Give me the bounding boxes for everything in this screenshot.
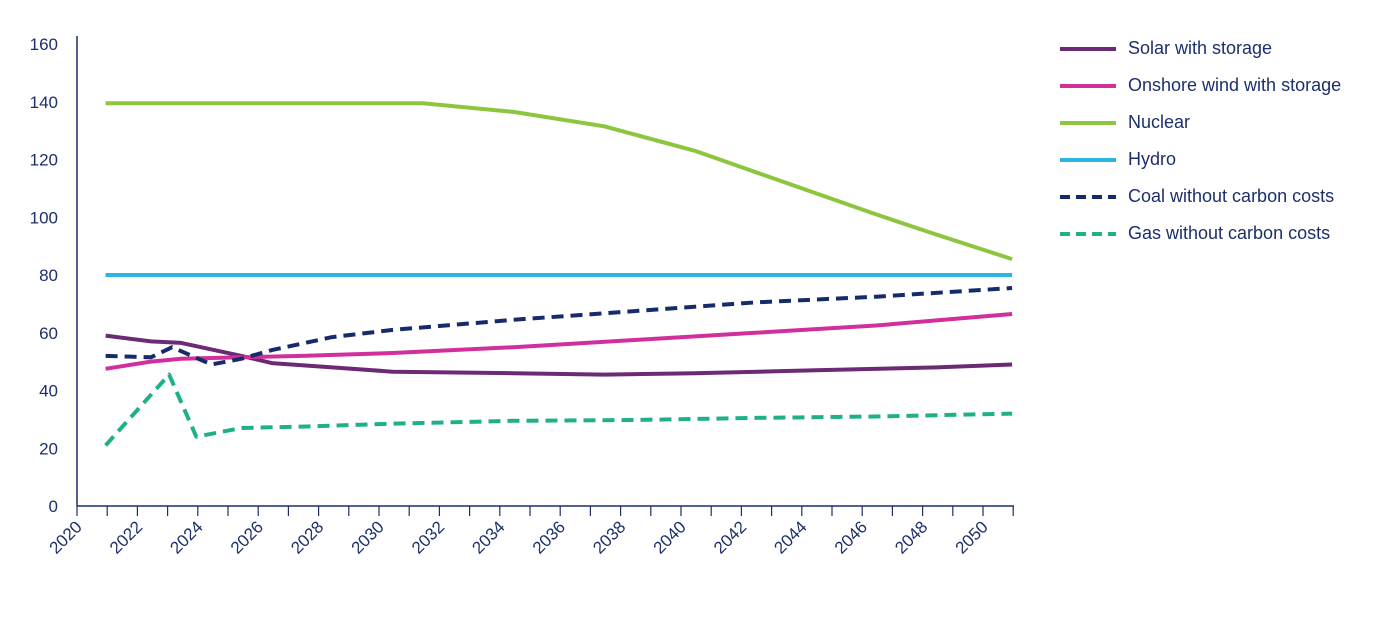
legend-swatch bbox=[1060, 46, 1116, 51]
y-tick-label: 140 bbox=[30, 93, 58, 112]
legend-label: Nuclear bbox=[1128, 112, 1191, 132]
y-tick-label: 100 bbox=[30, 208, 58, 227]
x-tick-label: 2042 bbox=[710, 517, 750, 557]
x-tick-label: 2048 bbox=[891, 517, 931, 557]
x-tick-label: 2030 bbox=[348, 517, 388, 557]
x-tick-label: 2036 bbox=[529, 517, 569, 557]
legend-swatch bbox=[1060, 157, 1116, 162]
legend-swatch bbox=[1060, 231, 1116, 236]
legend-label: Coal without carbon costs bbox=[1128, 186, 1335, 206]
x-tick-label: 2032 bbox=[408, 517, 448, 557]
x-tick-label: 2046 bbox=[831, 517, 871, 557]
y-tick-label: 60 bbox=[39, 324, 58, 343]
x-tick-label: 2044 bbox=[770, 517, 810, 557]
legend-item: Coal without carbon costs bbox=[1060, 178, 1395, 215]
y-tick-label: 120 bbox=[30, 151, 58, 170]
legend-item: Nuclear bbox=[1060, 104, 1395, 141]
series-line-3 bbox=[105, 101, 1013, 262]
x-tick-label: 2028 bbox=[287, 517, 327, 557]
legend-item: Solar with storage bbox=[1060, 30, 1395, 67]
x-tick-label: 2038 bbox=[589, 517, 629, 557]
x-tick-label: 2034 bbox=[468, 517, 508, 557]
y-tick-label: 80 bbox=[39, 266, 58, 285]
x-tick-label: 2026 bbox=[227, 517, 267, 557]
legend-label: Onshore wind with storage bbox=[1128, 75, 1342, 95]
legend-swatch bbox=[1060, 83, 1116, 88]
y-tick-label: 20 bbox=[39, 439, 58, 458]
x-tick-label: 2024 bbox=[166, 517, 206, 557]
legend-swatch bbox=[1060, 120, 1116, 125]
legend-item: Onshore wind with storage bbox=[1060, 67, 1395, 104]
series-line-5 bbox=[105, 286, 1013, 367]
x-tick-label: 2040 bbox=[650, 517, 690, 557]
x-tick-label: 2020 bbox=[46, 517, 86, 557]
x-tick-label: 2050 bbox=[952, 517, 992, 557]
series-line-2 bbox=[105, 312, 1013, 371]
series-line-6 bbox=[104, 372, 1013, 447]
y-tick-label: 0 bbox=[49, 497, 58, 516]
legend-swatch bbox=[1060, 194, 1116, 199]
legend-label: Solar with storage bbox=[1128, 38, 1273, 58]
legend-label: Hydro bbox=[1128, 149, 1177, 169]
x-tick-label: 2022 bbox=[106, 517, 146, 557]
legend-label: Gas without carbon costs bbox=[1128, 223, 1331, 243]
y-tick-label: 160 bbox=[30, 35, 58, 54]
legend: Solar with storage Onshore wind with stor… bbox=[1060, 30, 1395, 252]
legend-item: Hydro bbox=[1060, 141, 1395, 178]
legend-item: Gas without carbon costs bbox=[1060, 215, 1395, 252]
series-line-1 bbox=[105, 333, 1013, 377]
y-tick-label: 40 bbox=[39, 382, 58, 401]
